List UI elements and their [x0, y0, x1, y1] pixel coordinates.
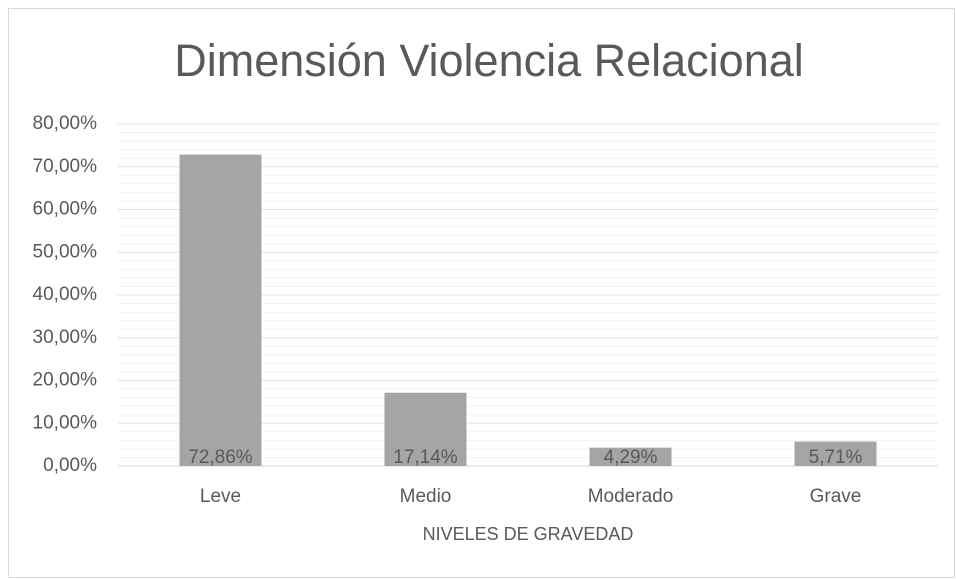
y-tick-label: 60,00%	[33, 199, 98, 220]
x-tick-label: Medio	[400, 486, 452, 507]
x-axis-label: NIVELES DE GRAVEDAD	[423, 524, 634, 544]
y-tick-label: 70,00%	[33, 156, 98, 177]
x-tick-label: Moderado	[588, 486, 674, 507]
y-tick-label: 40,00%	[33, 284, 98, 305]
chart-border	[8, 8, 955, 578]
bar	[589, 447, 672, 466]
bar	[384, 392, 467, 466]
y-tick-label: 50,00%	[33, 241, 98, 262]
x-tick-label: Leve	[200, 486, 241, 507]
data-label: 17,14%	[393, 447, 458, 468]
y-tick-label: 0,00%	[43, 455, 97, 476]
y-tick-label: 20,00%	[33, 370, 98, 391]
y-tick-label: 10,00%	[33, 412, 98, 433]
data-label: 5,71%	[809, 447, 863, 468]
data-label: 72,86%	[188, 447, 253, 468]
chart-title: Dimensión Violencia Relacional	[174, 35, 804, 86]
x-tick-label: Grave	[810, 486, 862, 507]
bar	[179, 154, 262, 466]
y-tick-label: 80,00%	[33, 113, 98, 134]
bar	[794, 441, 877, 466]
data-label: 4,29%	[604, 447, 658, 468]
y-tick-label: 30,00%	[33, 327, 98, 348]
